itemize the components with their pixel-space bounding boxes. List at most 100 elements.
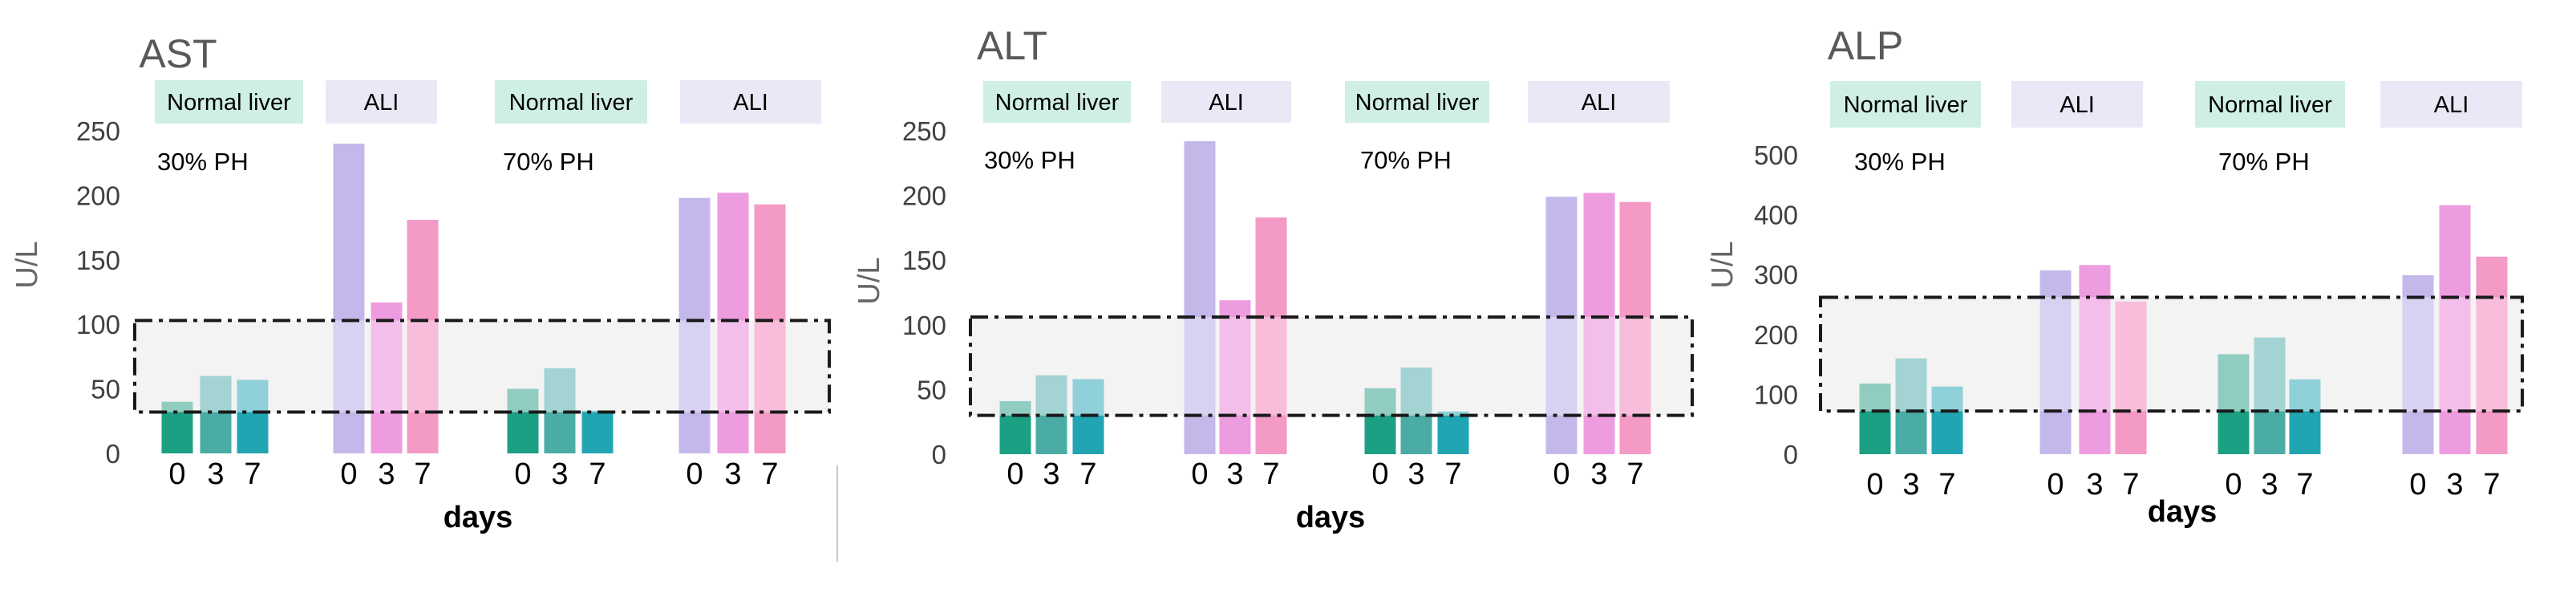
bar-ali-day-7 [2115, 301, 2147, 454]
day-tick-label: 7 [1262, 457, 1279, 491]
bar-normal-day-7 [1437, 415, 1469, 454]
day-tick-label: 0 [2409, 468, 2426, 502]
day-tick-label: 3 [2446, 468, 2463, 502]
bar-normal-day-0-upper [2218, 354, 2250, 412]
bar-ali-overlap-shade [2079, 297, 2111, 412]
chart-panel-alt: ALT U/L 0 50 100 150 200 250 Normal liver ALI Norm… [853, 23, 1694, 534]
ph-annotation: 70% PH [503, 148, 594, 176]
day-tick-label: 0 [340, 457, 357, 491]
bar-ali-overlap-shade [2402, 297, 2434, 412]
normal-liver-header-box [2195, 81, 2345, 128]
chart-title: ALT [977, 23, 1047, 68]
y-tick-label: 200 [902, 181, 946, 211]
bar-ali-overlap-shade [1545, 317, 1578, 416]
chart-title: ALP [1828, 23, 1904, 68]
day-tick-label: 3 [2261, 468, 2278, 502]
normal-liver-header-label: Normal liver [1355, 90, 1480, 116]
normal-liver-header-label: Normal liver [167, 90, 291, 116]
bar-ali-overlap-shade [1619, 317, 1651, 416]
day-tick-label: 3 [1407, 457, 1424, 491]
bar-normal-day-3-upper [2254, 337, 2286, 412]
day-tick-label: 3 [1902, 468, 1919, 502]
bar-normal-day-3-upper [544, 368, 576, 412]
day-tick-label: 3 [378, 457, 395, 491]
bar-ali-day-0 [2039, 270, 2072, 454]
day-tick-label: 7 [1079, 457, 1096, 491]
bar-normal-day-0 [1364, 415, 1396, 454]
ali-header-box [1528, 81, 1670, 123]
ph-annotation: 70% PH [1360, 146, 1452, 174]
day-tick-label: 0 [1553, 457, 1569, 491]
bar-ali-overlap-shade [371, 320, 403, 412]
day-tick-label: 7 [2296, 468, 2313, 502]
bar-ali-overlap-shade [1583, 317, 1615, 416]
day-tick-label: 0 [1371, 457, 1388, 491]
ali-header-label: ALI [733, 90, 768, 116]
bar-ali-overlap-shade [407, 320, 439, 412]
bar-normal-day-0 [999, 415, 1031, 454]
bar-ali-day-3 [1219, 300, 1251, 454]
bar-normal-day-3 [1035, 415, 1067, 454]
ali-header-box [1161, 81, 1291, 123]
bar-normal-day-0-upper [1859, 383, 1891, 412]
bar-normal-day-0-upper [507, 388, 539, 412]
x-axis-label: days [2148, 495, 2218, 529]
normal-range-outline [969, 315, 1694, 417]
y-tick-label: 300 [1754, 260, 1798, 290]
day-tick-label: 0 [686, 457, 703, 491]
chart-panel-ast: AST U/L 0 50 100 150 200 250 Normal liver ALI Norm… [10, 31, 831, 534]
bar-ali-day-0 [1184, 140, 1216, 454]
bar-normal-day-3 [200, 412, 232, 453]
y-tick-label: 0 [932, 440, 946, 469]
y-tick-label: 250 [902, 116, 946, 146]
normal-liver-header-label: Normal liver [995, 90, 1120, 116]
bar-ali-overlap-shade [2439, 297, 2471, 412]
bar-normal-day-7-upper [237, 380, 269, 412]
y-axis-label: U/L [853, 257, 886, 304]
bar-normal-day-0-upper [999, 400, 1031, 416]
day-tick-label: 0 [514, 457, 531, 491]
bar-normal-day-0 [161, 412, 193, 453]
day-tick-label: 3 [1043, 457, 1059, 491]
normal-range-outline [133, 319, 831, 414]
bar-ali-day-3 [717, 193, 749, 453]
bar-normal-day-7 [237, 412, 269, 453]
y-tick-label: 250 [76, 116, 120, 146]
day-tick-label: 0 [1866, 468, 1883, 502]
y-axis-label: U/L [1706, 241, 1740, 288]
bar-ali-overlap-shade [2039, 297, 2072, 412]
normal-liver-header-box [1830, 81, 1981, 128]
day-tick-label: 7 [589, 457, 606, 491]
ali-header-label: ALI [2060, 92, 2095, 118]
day-tick-label: 0 [168, 457, 185, 491]
chart-title: AST [139, 31, 217, 76]
day-tick-label: 7 [1626, 457, 1643, 491]
bar-normal-day-7-upper [1931, 386, 1963, 412]
ali-header-label: ALI [364, 90, 399, 116]
ali-header-box [680, 80, 821, 124]
day-tick-label: 3 [207, 457, 224, 491]
bar-ali-overlap-shade [333, 320, 365, 412]
bar-normal-day-7-upper [581, 410, 614, 412]
y-tick-label: 400 [1754, 201, 1798, 230]
day-tick-label: 3 [2086, 468, 2103, 502]
day-tick-label: 0 [2047, 468, 2064, 502]
bar-ali-day-0 [1545, 197, 1578, 454]
bar-normal-day-0-upper [1364, 388, 1396, 416]
day-tick-label: 7 [244, 457, 261, 491]
day-tick-label: 7 [414, 457, 431, 491]
day-tick-label: 7 [2122, 468, 2139, 502]
ali-header-label: ALI [1209, 90, 1244, 116]
day-tick-label: 3 [1590, 457, 1607, 491]
bar-normal-day-0 [507, 412, 539, 453]
y-tick-label: 100 [1754, 380, 1798, 409]
y-tick-label: 500 [1754, 140, 1798, 170]
day-tick-label: 0 [2225, 468, 2242, 502]
bar-ali-overlap-shade [2476, 297, 2508, 412]
day-tick-label: 0 [1007, 457, 1023, 491]
y-tick-label: 150 [76, 246, 120, 275]
bar-ali-day-7 [1619, 201, 1651, 454]
ph-annotation: 30% PH [984, 146, 1075, 174]
